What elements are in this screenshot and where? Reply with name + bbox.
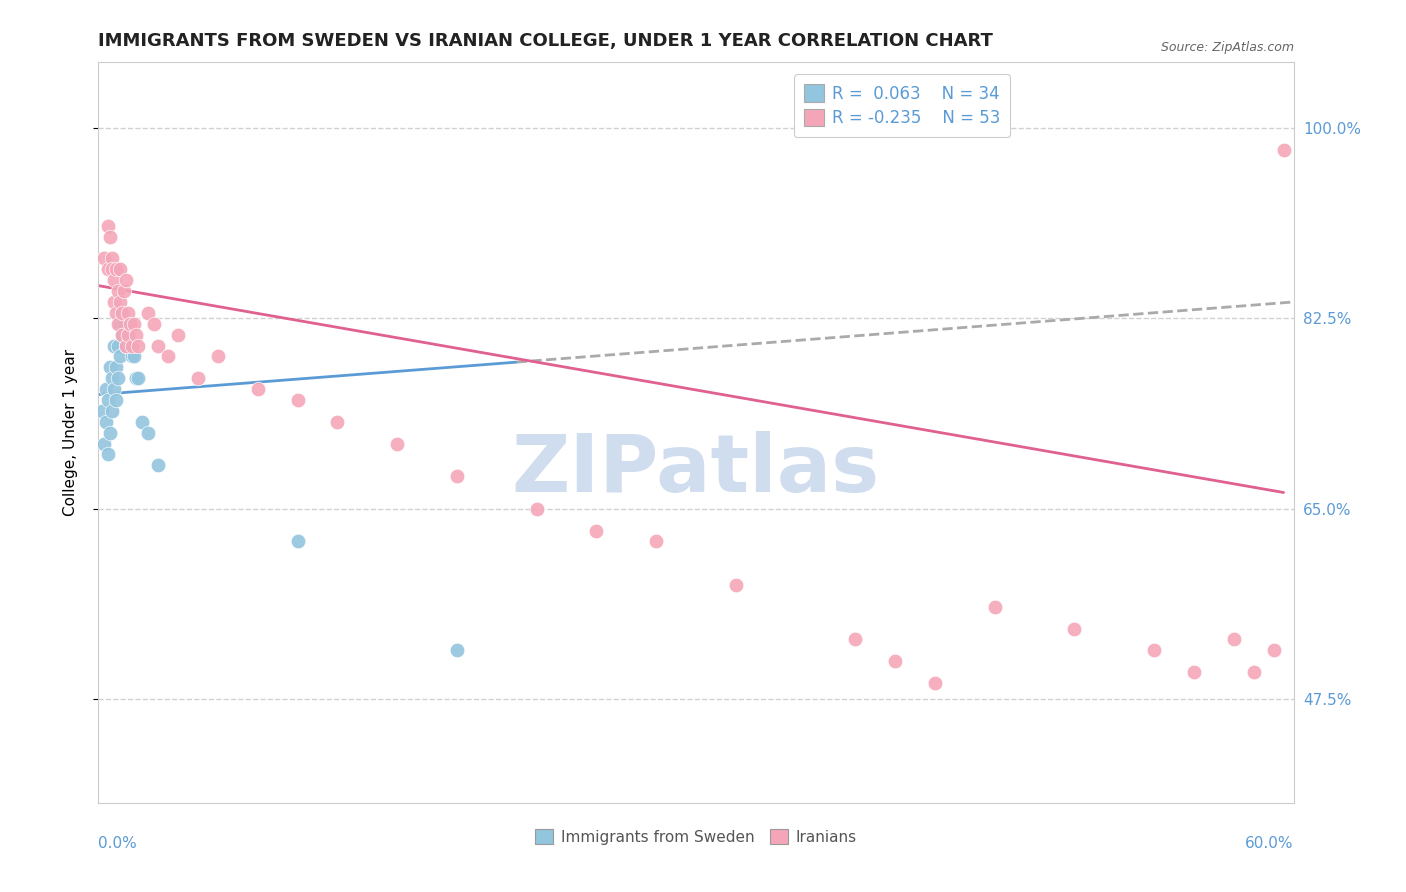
Legend: Immigrants from Sweden, Iranians: Immigrants from Sweden, Iranians [529, 822, 863, 851]
Point [103, 273, 125, 287]
Point [105, 392, 128, 407]
Point [148, 338, 170, 352]
Point [101, 262, 124, 277]
Point [645, 534, 668, 549]
Point [98, 229, 122, 244]
Point [111, 306, 134, 320]
Point [844, 632, 866, 647]
Point [93, 436, 115, 450]
Point [107, 284, 129, 298]
Text: 0.0%: 0.0% [98, 836, 138, 851]
Point [526, 501, 548, 516]
Y-axis label: College, Under 1 year: College, Under 1 year [63, 349, 77, 516]
Point [120, 317, 142, 331]
Point [1223, 632, 1246, 647]
Point [246, 382, 269, 396]
Point [157, 350, 180, 364]
Point [136, 306, 159, 320]
Point [385, 436, 409, 450]
Point [187, 371, 209, 385]
Point [110, 295, 132, 310]
Point [115, 273, 138, 287]
Point [1143, 643, 1166, 657]
Point [506, 834, 529, 848]
Point [107, 371, 129, 385]
Point [924, 676, 946, 690]
Point [111, 327, 134, 342]
Point [98, 360, 122, 375]
Point [1243, 665, 1265, 680]
Point [97, 262, 120, 277]
Point [148, 458, 170, 473]
Point [131, 415, 153, 429]
Point [115, 338, 138, 352]
Point [110, 350, 132, 364]
Point [105, 262, 128, 277]
Point [111, 306, 134, 320]
Point [105, 360, 128, 375]
Point [91, 404, 114, 418]
Point [107, 317, 129, 331]
Point [103, 295, 125, 310]
Point [110, 317, 132, 331]
Text: IMMIGRANTS FROM SWEDEN VS IRANIAN COLLEGE, UNDER 1 YEAR CORRELATION CHART: IMMIGRANTS FROM SWEDEN VS IRANIAN COLLEG… [98, 32, 993, 50]
Point [103, 382, 125, 396]
Point [127, 338, 149, 352]
Point [98, 425, 122, 440]
Point [93, 252, 115, 266]
Point [1272, 143, 1295, 157]
Point [117, 306, 139, 320]
Text: 60.0%: 60.0% [1246, 836, 1294, 851]
Point [101, 404, 124, 418]
Point [97, 447, 120, 461]
Point [127, 371, 149, 385]
Point [103, 338, 125, 352]
Point [884, 654, 907, 668]
Point [446, 643, 468, 657]
Point [124, 350, 146, 364]
Point [326, 415, 349, 429]
Point [287, 534, 309, 549]
Point [111, 327, 134, 342]
Point [117, 327, 139, 342]
Point [125, 371, 148, 385]
Point [1063, 622, 1085, 636]
Point [112, 317, 135, 331]
Point [585, 524, 607, 538]
Point [115, 338, 138, 352]
Point [110, 262, 132, 277]
Point [167, 327, 190, 342]
Text: Source: ZipAtlas.com: Source: ZipAtlas.com [1160, 40, 1294, 54]
Point [117, 327, 139, 342]
Point [207, 350, 229, 364]
Point [101, 371, 124, 385]
Point [120, 338, 142, 352]
Point [107, 338, 129, 352]
Point [101, 252, 124, 266]
Text: ZIPatlas: ZIPatlas [512, 431, 880, 508]
Point [1182, 665, 1205, 680]
Point [446, 469, 468, 483]
Point [121, 338, 143, 352]
Point [105, 306, 128, 320]
Point [1263, 643, 1285, 657]
Point [287, 392, 309, 407]
Point [96, 415, 118, 429]
Point [984, 599, 1007, 614]
Point [97, 392, 120, 407]
Point [97, 219, 120, 233]
Point [112, 284, 135, 298]
Point [124, 317, 146, 331]
Point [125, 327, 148, 342]
Point [121, 350, 143, 364]
Point [136, 425, 159, 440]
Point [143, 317, 166, 331]
Point [96, 382, 118, 396]
Point [724, 578, 747, 592]
